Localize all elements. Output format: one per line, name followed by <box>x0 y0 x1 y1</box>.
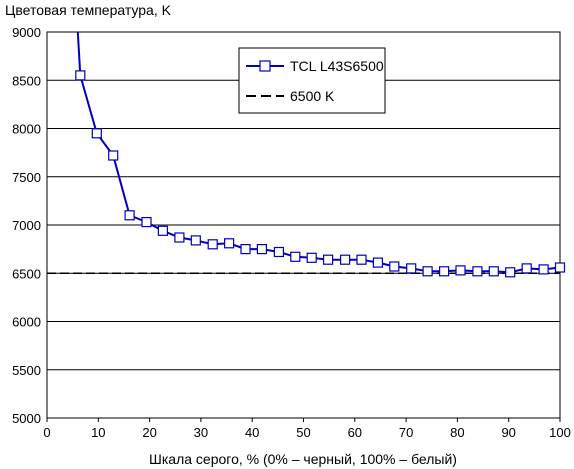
data-point-marker <box>256 244 267 255</box>
x-tick-label: 70 <box>399 425 413 440</box>
data-point-marker <box>190 235 201 246</box>
data-point-marker <box>488 266 499 277</box>
data-point-marker <box>406 263 417 274</box>
data-point-marker <box>538 264 549 275</box>
legend-marker-tcl <box>259 60 271 72</box>
data-point-marker <box>356 254 367 265</box>
y-tick-label: 5500 <box>12 363 41 378</box>
y-tick-label: 9000 <box>12 25 41 40</box>
y-tick-label: 8500 <box>12 73 41 88</box>
x-tick-label: 10 <box>91 425 105 440</box>
x-tick-label: 80 <box>450 425 464 440</box>
x-axis-title: Шкала серого, % (0% – черный, 100% – бел… <box>149 451 457 467</box>
y-tick-label: 6500 <box>12 266 41 281</box>
y-axis-ticks: 5000 5500 6000 6500 7000 7500 8000 8500 9000 <box>12 25 41 426</box>
data-point-marker <box>124 210 135 221</box>
data-point-marker <box>505 267 516 278</box>
data-point-marker <box>91 128 102 139</box>
x-tick-label: 20 <box>142 425 156 440</box>
data-point-marker <box>372 257 383 268</box>
data-point-marker <box>554 262 566 273</box>
x-tick-label: 0 <box>43 425 50 440</box>
legend-label-6500k: 6500 K <box>290 88 335 104</box>
data-point-marker <box>207 239 218 250</box>
data-point-marker <box>141 217 152 228</box>
y-tick-label: 7000 <box>12 218 41 233</box>
data-point-marker <box>306 252 317 263</box>
data-point-marker <box>157 225 168 236</box>
data-point-marker <box>174 232 185 243</box>
y-tick-label: 6000 <box>12 315 41 330</box>
x-tick-label: 40 <box>245 425 259 440</box>
data-point-marker <box>389 261 400 272</box>
data-point-marker <box>521 263 532 274</box>
x-tick-label: 30 <box>194 425 208 440</box>
data-point-marker <box>422 266 433 277</box>
legend-box <box>238 47 386 114</box>
data-point-marker <box>439 266 450 277</box>
series-layer <box>47 31 566 278</box>
data-point-marker <box>340 254 351 265</box>
x-tick-label: 60 <box>348 425 362 440</box>
x-tick-label: 50 <box>296 425 310 440</box>
data-point-marker <box>290 251 301 262</box>
data-point-marker <box>224 238 235 249</box>
x-tick-label: 90 <box>501 425 515 440</box>
data-point-marker <box>455 265 466 276</box>
data-point-marker <box>323 254 334 265</box>
legend: TCL L43S6500 6500 K <box>238 47 386 114</box>
x-axis-ticks: 0 10 20 30 40 50 60 70 80 90 100 <box>43 418 571 440</box>
y-tick-label: 5000 <box>12 411 41 426</box>
data-point-marker <box>108 150 119 161</box>
data-point-marker <box>472 266 483 277</box>
legend-label-tcl: TCL L43S6500 <box>290 58 384 74</box>
x-tick-label: 100 <box>549 425 571 440</box>
y-axis-title: Цветовая температура, K <box>5 2 172 18</box>
y-tick-label: 7500 <box>12 170 41 185</box>
data-point-marker <box>240 244 251 255</box>
data-point-marker <box>273 246 284 258</box>
data-point-marker <box>75 70 86 81</box>
y-tick-label: 8000 <box>12 122 41 137</box>
